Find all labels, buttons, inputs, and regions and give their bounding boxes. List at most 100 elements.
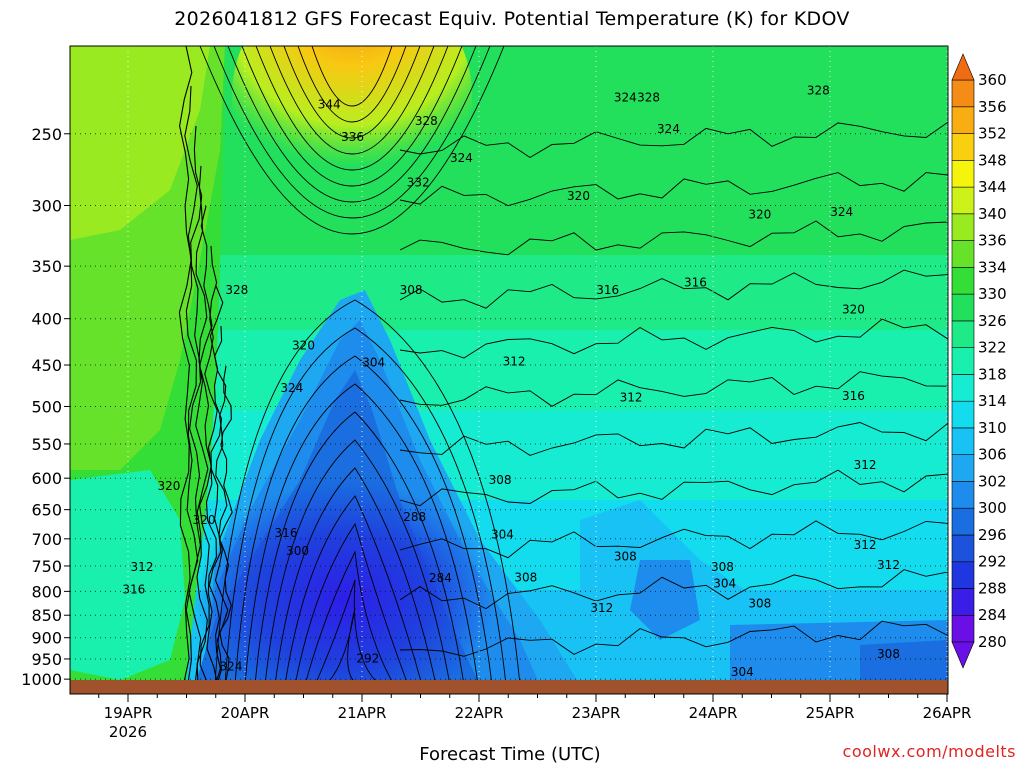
- x-tick-label: 23APR: [572, 704, 621, 722]
- contour-label: 288: [403, 510, 426, 524]
- colorbar-label: 314: [978, 392, 1007, 410]
- colorbar-swatch: [951, 240, 975, 268]
- x-axis: 19APR 20APR 21APR 22APR 23APR 24APR 25APR 26APR…: [98, 694, 972, 741]
- contour-label: 312: [590, 601, 613, 615]
- x-tick-label: 26APR: [923, 704, 972, 722]
- y-tick-label: 800: [31, 582, 62, 601]
- contour-label: 308: [877, 647, 900, 661]
- colorbar-arrow-bottom: [951, 641, 975, 669]
- colorbar-swatch: [951, 106, 975, 134]
- colorbar-label: 352: [978, 125, 1007, 143]
- contour-label: 324: [657, 122, 680, 136]
- cold-core: [195, 480, 495, 685]
- isoline: [399, 371, 948, 407]
- colorbar-swatch: [951, 213, 975, 241]
- isoline: [399, 520, 948, 559]
- colorbar-label: 296: [978, 526, 1007, 544]
- cool-pocket-3: [860, 640, 948, 680]
- isoline: [284, 495, 423, 685]
- contour-label: 312: [620, 391, 643, 405]
- colorbar-label: 280: [978, 633, 1007, 651]
- isoline: [188, 125, 203, 685]
- isoline: [274, 467, 437, 685]
- contour-label: 328: [637, 91, 660, 105]
- isoline: [399, 620, 948, 657]
- y-tick-label: 350: [31, 257, 62, 276]
- contour-label: 304: [491, 527, 514, 541]
- isoline: [399, 422, 948, 456]
- contour-label: 312: [131, 560, 154, 574]
- y-tick-label: 700: [31, 530, 62, 549]
- chart-title: 2026041812 GFS Forecast Equiv. Potential…: [174, 8, 850, 30]
- colorbar-label: 334: [978, 258, 1007, 276]
- colorbar-label: 322: [978, 339, 1007, 357]
- contour-label: 308: [489, 473, 512, 487]
- y-tick-label: 550: [31, 435, 62, 454]
- colorbar-swatch: [951, 534, 975, 563]
- isoline: [399, 172, 948, 207]
- colorbar-swatch: [951, 293, 975, 322]
- contour-label: 320: [193, 513, 216, 527]
- isoline: [399, 121, 948, 159]
- isoline: [234, 355, 493, 685]
- contour-label: 316: [684, 276, 707, 290]
- contour-label: 308: [614, 549, 637, 563]
- contour-label: 312: [854, 458, 877, 472]
- x-tick-label: 19APR: [104, 704, 153, 722]
- contour-label: 316: [596, 283, 619, 297]
- x-tick-label: 21APR: [338, 704, 387, 722]
- x-tick-label: 20APR: [221, 704, 270, 722]
- colorbar-swatch: [951, 374, 975, 402]
- y-tick-label: 250: [31, 125, 62, 144]
- isoline: [195, 165, 209, 685]
- isoline: [399, 220, 948, 256]
- y-tick-label: 750: [31, 557, 62, 576]
- colorbar-label: 306: [978, 446, 1007, 464]
- colorbar-arrow-top: [951, 53, 975, 81]
- isoline: [199, 46, 505, 235]
- colorbar-label: 284: [978, 606, 1007, 624]
- contour-label: 320: [157, 479, 180, 493]
- colorbar-label: 340: [978, 205, 1007, 223]
- y-tick-label: 450: [31, 356, 62, 375]
- colorbar-label: 336: [978, 232, 1007, 250]
- y-tick-label: 1000: [21, 670, 62, 689]
- isoline: [269, 46, 435, 155]
- colorbar-label: 302: [978, 472, 1007, 490]
- colorbar-label: 318: [978, 365, 1007, 383]
- x-year-label: 2026: [109, 723, 147, 741]
- contour-label: 316: [842, 389, 865, 403]
- isoline: [399, 269, 948, 309]
- isoline: [178, 46, 193, 685]
- contour-label: 324: [614, 91, 637, 105]
- contour-label: 320: [748, 208, 771, 222]
- y-tick-label: 850: [31, 606, 62, 625]
- y-tick-label: 900: [31, 629, 62, 648]
- contour-label: 324: [450, 151, 473, 165]
- colorbar-swatch: [951, 481, 975, 509]
- contour-label: 324: [220, 659, 243, 673]
- isoline: [399, 469, 948, 507]
- isoline: [297, 46, 407, 123]
- contour-label: 320: [842, 303, 865, 317]
- colorbar-swatch: [951, 454, 975, 482]
- contour-label: 324: [830, 205, 853, 219]
- isoline: [219, 365, 233, 685]
- cool-pocket-1: [630, 560, 700, 640]
- x-tick-label: 24APR: [689, 704, 738, 722]
- isoline: [283, 46, 421, 139]
- colorbar-label: 300: [978, 499, 1007, 517]
- isoline: [311, 46, 393, 107]
- x-tick-label: 25APR: [806, 704, 855, 722]
- credit-text: coolwx.com/modelts: [842, 742, 1016, 761]
- colorbar-swatch: [951, 186, 975, 215]
- y-tick-label: 300: [31, 197, 62, 216]
- isoline: [227, 46, 477, 203]
- ground-bar: [70, 680, 948, 694]
- contour-label: 292: [356, 652, 379, 666]
- contour-label: 328: [807, 84, 830, 98]
- y-tick-label: 600: [31, 469, 62, 488]
- low-level-moist: [70, 470, 185, 680]
- y-tick-label: 500: [31, 398, 62, 417]
